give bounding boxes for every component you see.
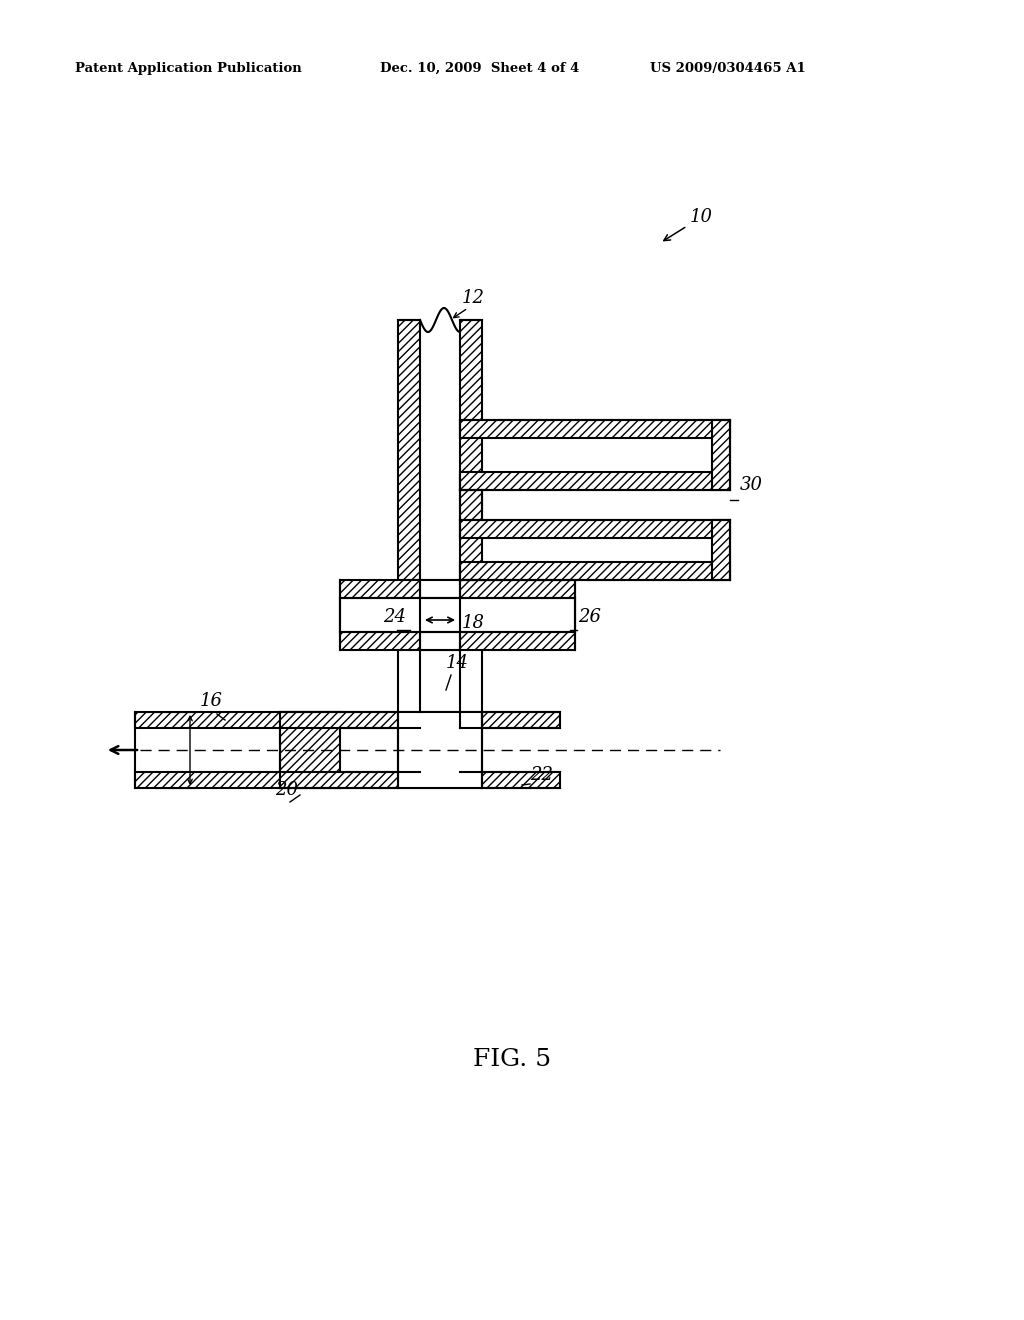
- Text: 20: 20: [275, 781, 298, 799]
- Text: 24: 24: [383, 609, 406, 626]
- Text: 14: 14: [446, 653, 469, 672]
- Text: Dec. 10, 2009  Sheet 4 of 4: Dec. 10, 2009 Sheet 4 of 4: [380, 62, 580, 75]
- Bar: [398, 319, 420, 579]
- Bar: [460, 473, 730, 490]
- Bar: [460, 319, 482, 579]
- Text: US 2009/0304465 A1: US 2009/0304465 A1: [650, 62, 806, 75]
- Bar: [135, 772, 560, 788]
- Text: 18: 18: [462, 614, 485, 632]
- Bar: [712, 420, 730, 490]
- Bar: [280, 711, 340, 788]
- Text: 12: 12: [462, 289, 485, 308]
- Text: 26: 26: [578, 609, 601, 626]
- Text: 22: 22: [530, 766, 553, 784]
- Text: 16: 16: [200, 692, 223, 710]
- Bar: [398, 711, 482, 788]
- Bar: [460, 520, 730, 539]
- Bar: [420, 579, 460, 649]
- Text: Patent Application Publication: Patent Application Publication: [75, 62, 302, 75]
- Bar: [340, 579, 575, 649]
- Bar: [460, 562, 730, 579]
- Text: FIG. 5: FIG. 5: [473, 1048, 551, 1072]
- Bar: [712, 520, 730, 579]
- Bar: [135, 711, 560, 729]
- Text: 10: 10: [664, 209, 713, 240]
- Bar: [460, 420, 730, 438]
- Bar: [340, 598, 575, 632]
- Text: 30: 30: [740, 477, 763, 494]
